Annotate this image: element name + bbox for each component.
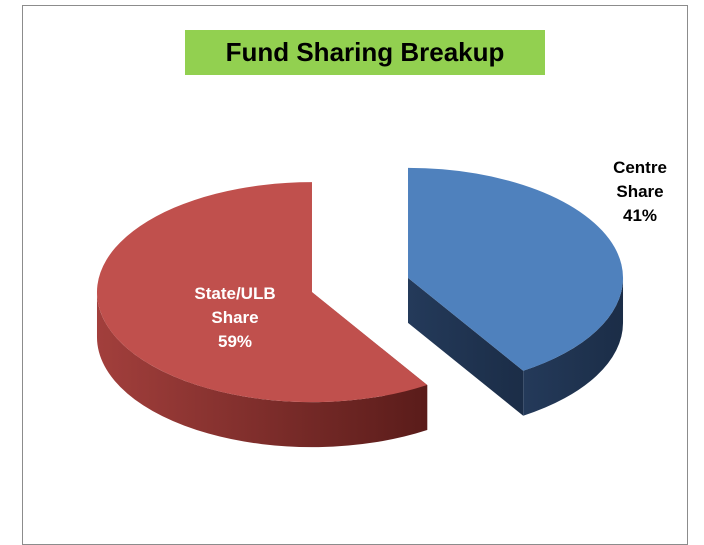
slice-wall — [523, 277, 624, 416]
slice-name: State/ULB Share — [194, 284, 276, 327]
pie-slice — [96, 182, 428, 448]
slice-wall — [96, 292, 428, 448]
data-label: State/ULB Share 59% — [185, 282, 285, 354]
slice-name: Centre Share — [613, 158, 667, 201]
slice-side — [408, 277, 524, 416]
slice-value: 41% — [622, 206, 658, 225]
pie-slice — [408, 167, 624, 416]
data-label: Centre Share 41% — [600, 156, 680, 228]
slice-value: 59% — [217, 332, 253, 351]
slice-top — [96, 182, 428, 403]
slice-top — [408, 167, 624, 371]
chart-title: Fund Sharing Breakup — [185, 30, 545, 75]
